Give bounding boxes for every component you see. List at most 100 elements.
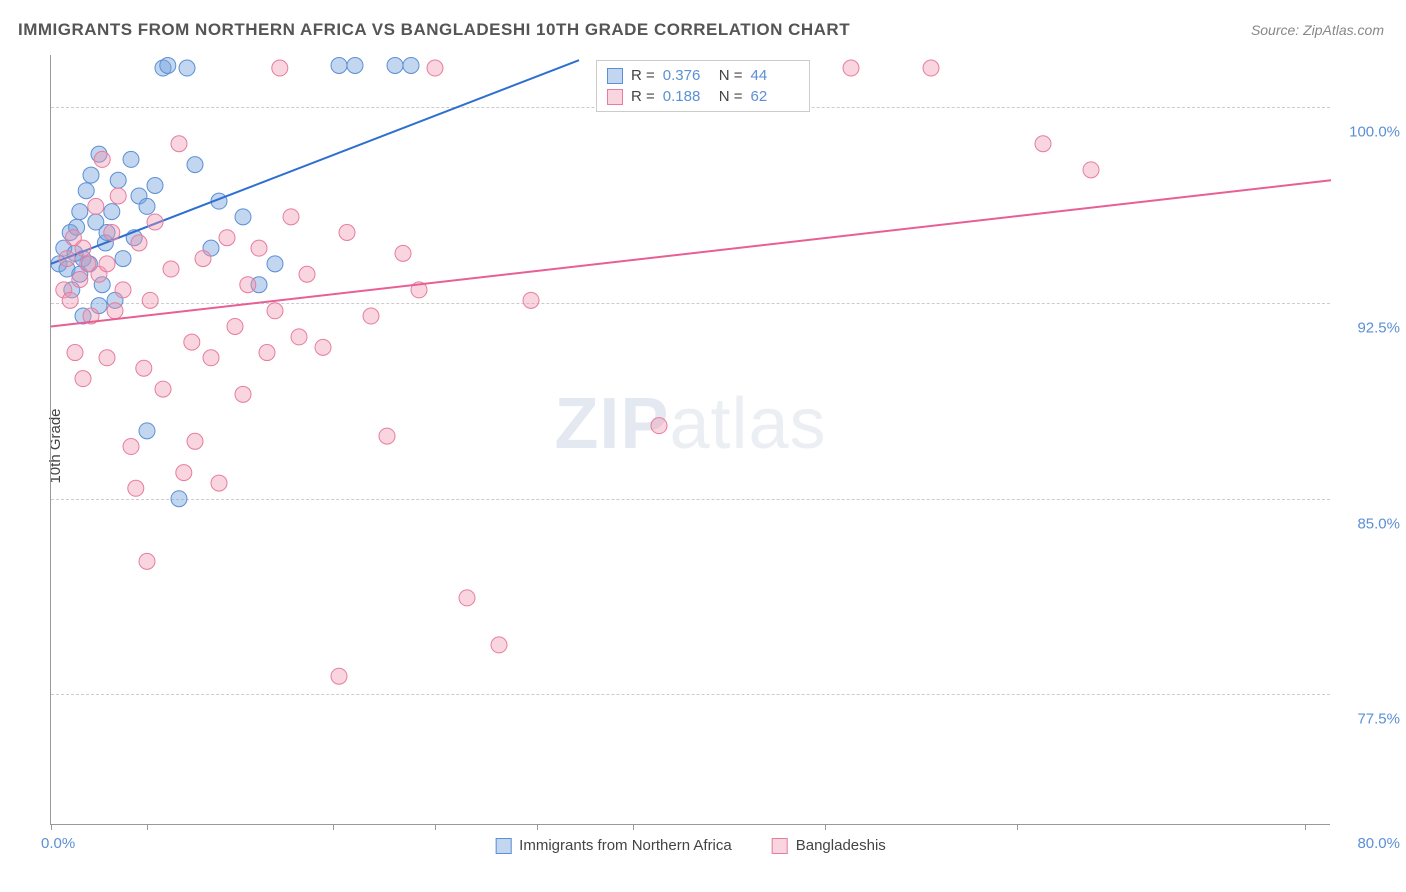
- legend: Immigrants from Northern Africa Banglade…: [495, 837, 886, 854]
- data-point: [235, 209, 251, 225]
- y-tick-label: 92.5%: [1340, 319, 1400, 336]
- data-point: [142, 292, 158, 308]
- data-point: [283, 209, 299, 225]
- data-point: [240, 277, 256, 293]
- data-point: [299, 266, 315, 282]
- stat-n-a: 44: [751, 67, 799, 84]
- data-point: [115, 282, 131, 298]
- data-point: [339, 224, 355, 240]
- data-point: [99, 350, 115, 366]
- stats-row-b: R = 0.188 N = 62: [607, 86, 799, 107]
- stat-n-b: 62: [751, 88, 799, 105]
- data-point: [651, 418, 667, 434]
- legend-label-b: Bangladeshis: [796, 837, 886, 854]
- data-point: [187, 157, 203, 173]
- data-point: [363, 308, 379, 324]
- data-point: [99, 256, 115, 272]
- data-point: [403, 57, 419, 73]
- stat-n-label: N =: [719, 67, 743, 84]
- swatch-series-a: [495, 838, 511, 854]
- legend-item-a: Immigrants from Northern Africa: [495, 837, 732, 854]
- stats-box: R = 0.376 N = 44 R = 0.188 N = 62: [596, 60, 810, 112]
- data-point: [139, 553, 155, 569]
- data-point: [272, 60, 288, 76]
- data-point: [491, 637, 507, 653]
- data-point: [427, 60, 443, 76]
- data-point: [139, 423, 155, 439]
- data-point: [179, 60, 195, 76]
- y-tick-label: 77.5%: [1340, 711, 1400, 728]
- data-point: [203, 350, 219, 366]
- stat-r-a: 0.376: [663, 67, 711, 84]
- data-point: [67, 345, 83, 361]
- data-point: [195, 251, 211, 267]
- data-point: [291, 329, 307, 345]
- legend-item-b: Bangladeshis: [772, 837, 886, 854]
- data-point: [171, 491, 187, 507]
- swatch-series-b: [607, 89, 623, 105]
- y-tick-label: 85.0%: [1340, 515, 1400, 532]
- data-point: [59, 251, 75, 267]
- data-point: [387, 57, 403, 73]
- data-point: [259, 345, 275, 361]
- data-point: [147, 214, 163, 230]
- chart-svg: [51, 55, 1331, 825]
- data-point: [72, 204, 88, 220]
- data-point: [459, 590, 475, 606]
- x-min-label: 0.0%: [41, 835, 75, 852]
- data-point: [104, 224, 120, 240]
- data-point: [331, 668, 347, 684]
- data-point: [94, 151, 110, 167]
- data-point: [251, 240, 267, 256]
- data-point: [123, 439, 139, 455]
- chart-container: IMMIGRANTS FROM NORTHERN AFRICA VS BANGL…: [0, 0, 1406, 892]
- plot-area: ZIPatlas 100.0%92.5%85.0%77.5% R = 0.376…: [50, 55, 1330, 825]
- data-point: [107, 303, 123, 319]
- stat-r-b: 0.188: [663, 88, 711, 105]
- data-point: [1035, 136, 1051, 152]
- data-point: [923, 60, 939, 76]
- data-point: [75, 240, 91, 256]
- data-point: [75, 371, 91, 387]
- data-point: [104, 204, 120, 220]
- data-point: [62, 292, 78, 308]
- data-point: [379, 428, 395, 444]
- data-point: [160, 57, 176, 73]
- source-label: Source: ZipAtlas.com: [1251, 22, 1384, 38]
- data-point: [115, 251, 131, 267]
- data-point: [219, 230, 235, 246]
- data-point: [171, 136, 187, 152]
- data-point: [267, 303, 283, 319]
- data-point: [139, 198, 155, 214]
- legend-label-a: Immigrants from Northern Africa: [519, 837, 732, 854]
- data-point: [1083, 162, 1099, 178]
- data-point: [184, 334, 200, 350]
- data-point: [176, 465, 192, 481]
- data-point: [128, 480, 144, 496]
- swatch-series-b: [772, 838, 788, 854]
- data-point: [267, 256, 283, 272]
- stat-r-label: R =: [631, 88, 655, 105]
- data-point: [843, 60, 859, 76]
- data-point: [110, 172, 126, 188]
- regression-line: [51, 180, 1331, 326]
- data-point: [235, 386, 251, 402]
- y-tick-label: 100.0%: [1340, 124, 1400, 141]
- data-point: [136, 360, 152, 376]
- data-point: [347, 57, 363, 73]
- data-point: [131, 235, 147, 251]
- data-point: [147, 178, 163, 194]
- data-point: [331, 57, 347, 73]
- data-point: [155, 381, 171, 397]
- swatch-series-a: [607, 68, 623, 84]
- data-point: [78, 183, 94, 199]
- stats-row-a: R = 0.376 N = 44: [607, 65, 799, 86]
- data-point: [227, 318, 243, 334]
- data-point: [395, 245, 411, 261]
- stat-n-label: N =: [719, 88, 743, 105]
- data-point: [315, 339, 331, 355]
- data-point: [83, 167, 99, 183]
- data-point: [163, 261, 179, 277]
- x-max-label: 80.0%: [1357, 835, 1400, 852]
- chart-title: IMMIGRANTS FROM NORTHERN AFRICA VS BANGL…: [18, 20, 850, 40]
